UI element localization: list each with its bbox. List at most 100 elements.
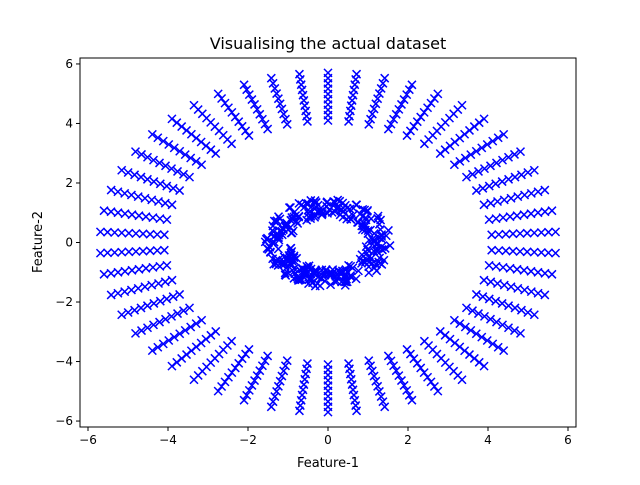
data-point (103, 248, 113, 258)
data-point (155, 296, 165, 306)
data-point (373, 94, 383, 104)
data-point (486, 198, 496, 208)
data-point (145, 229, 155, 239)
data-point (473, 166, 484, 176)
data-point (376, 392, 386, 402)
data-point (260, 119, 270, 129)
data-point (172, 309, 183, 319)
data-point (310, 196, 320, 206)
data-point (279, 109, 289, 119)
data-point (547, 269, 557, 279)
data-point (152, 245, 162, 256)
data-point (223, 103, 233, 113)
data-point (317, 206, 327, 216)
data-point (247, 380, 257, 390)
data-point (499, 280, 509, 290)
data-point (158, 136, 168, 146)
data-point (271, 217, 281, 227)
data-point (162, 294, 172, 304)
data-point (186, 322, 196, 332)
data-point (230, 112, 240, 122)
data-point (491, 179, 501, 189)
data-point (175, 329, 185, 339)
data-point (126, 285, 136, 295)
x-tick-label: 2 (404, 433, 412, 447)
data-point (485, 161, 496, 171)
data-point (526, 287, 536, 297)
x-tick-label: 6 (564, 433, 572, 447)
data-point (491, 317, 502, 327)
data-point (533, 288, 543, 298)
data-point (172, 166, 183, 176)
data-point (136, 326, 147, 336)
data-point (526, 188, 536, 198)
data-point (184, 172, 195, 182)
data-point (503, 323, 514, 333)
data-point (131, 228, 141, 239)
data-point (513, 283, 523, 293)
data-point (217, 381, 227, 392)
data-point (133, 283, 143, 293)
data-point (378, 397, 388, 407)
data-point (479, 200, 489, 210)
data-point (383, 351, 393, 361)
data-point (145, 246, 155, 256)
data-point (360, 225, 370, 235)
data-point (358, 204, 368, 214)
data-point (529, 165, 539, 175)
data-point (488, 136, 498, 146)
data-point (197, 160, 207, 170)
data-point (220, 377, 230, 387)
data-point (223, 372, 233, 382)
data-point (399, 380, 409, 390)
data-point (455, 156, 465, 166)
data-point (275, 214, 285, 224)
x-axis-ticks: −6 −4 −2 0 2 4 6 (79, 427, 572, 447)
data-point (184, 303, 195, 313)
data-point (509, 149, 520, 159)
data-point (136, 303, 146, 313)
data-point (369, 104, 379, 114)
data-point (369, 263, 379, 273)
data-point (169, 332, 179, 342)
data-point (461, 172, 472, 182)
data-point (106, 185, 116, 195)
y-tick-label: −6 (55, 414, 73, 428)
data-point (282, 119, 292, 129)
data-point (178, 169, 189, 179)
data-point (123, 168, 133, 178)
data-point (371, 376, 381, 386)
data-point (551, 248, 561, 258)
data-point (166, 164, 177, 174)
data-point (471, 329, 481, 339)
data-point (255, 366, 265, 376)
data-point (508, 229, 518, 239)
data-point (487, 245, 497, 255)
data-point (449, 315, 459, 325)
data-point (274, 230, 284, 240)
data-point (289, 255, 299, 265)
data-point (374, 89, 384, 99)
data-point (168, 183, 178, 193)
data-point (506, 193, 516, 203)
data-point (227, 107, 237, 117)
data-point (378, 78, 388, 88)
data-point (504, 174, 514, 184)
data-point (506, 282, 516, 292)
data-point (148, 155, 159, 165)
data-point (136, 149, 147, 159)
y-tick-label: 4 (65, 116, 73, 130)
data-point (270, 392, 280, 402)
x-tick-label: 0 (324, 433, 332, 447)
data-point (394, 104, 404, 114)
data-point (303, 208, 314, 218)
data-point (282, 356, 292, 366)
data-point (543, 227, 553, 237)
data-point (166, 311, 177, 321)
data-point (297, 275, 307, 285)
data-point (95, 227, 105, 237)
data-point (399, 95, 409, 105)
data-point (153, 133, 163, 143)
